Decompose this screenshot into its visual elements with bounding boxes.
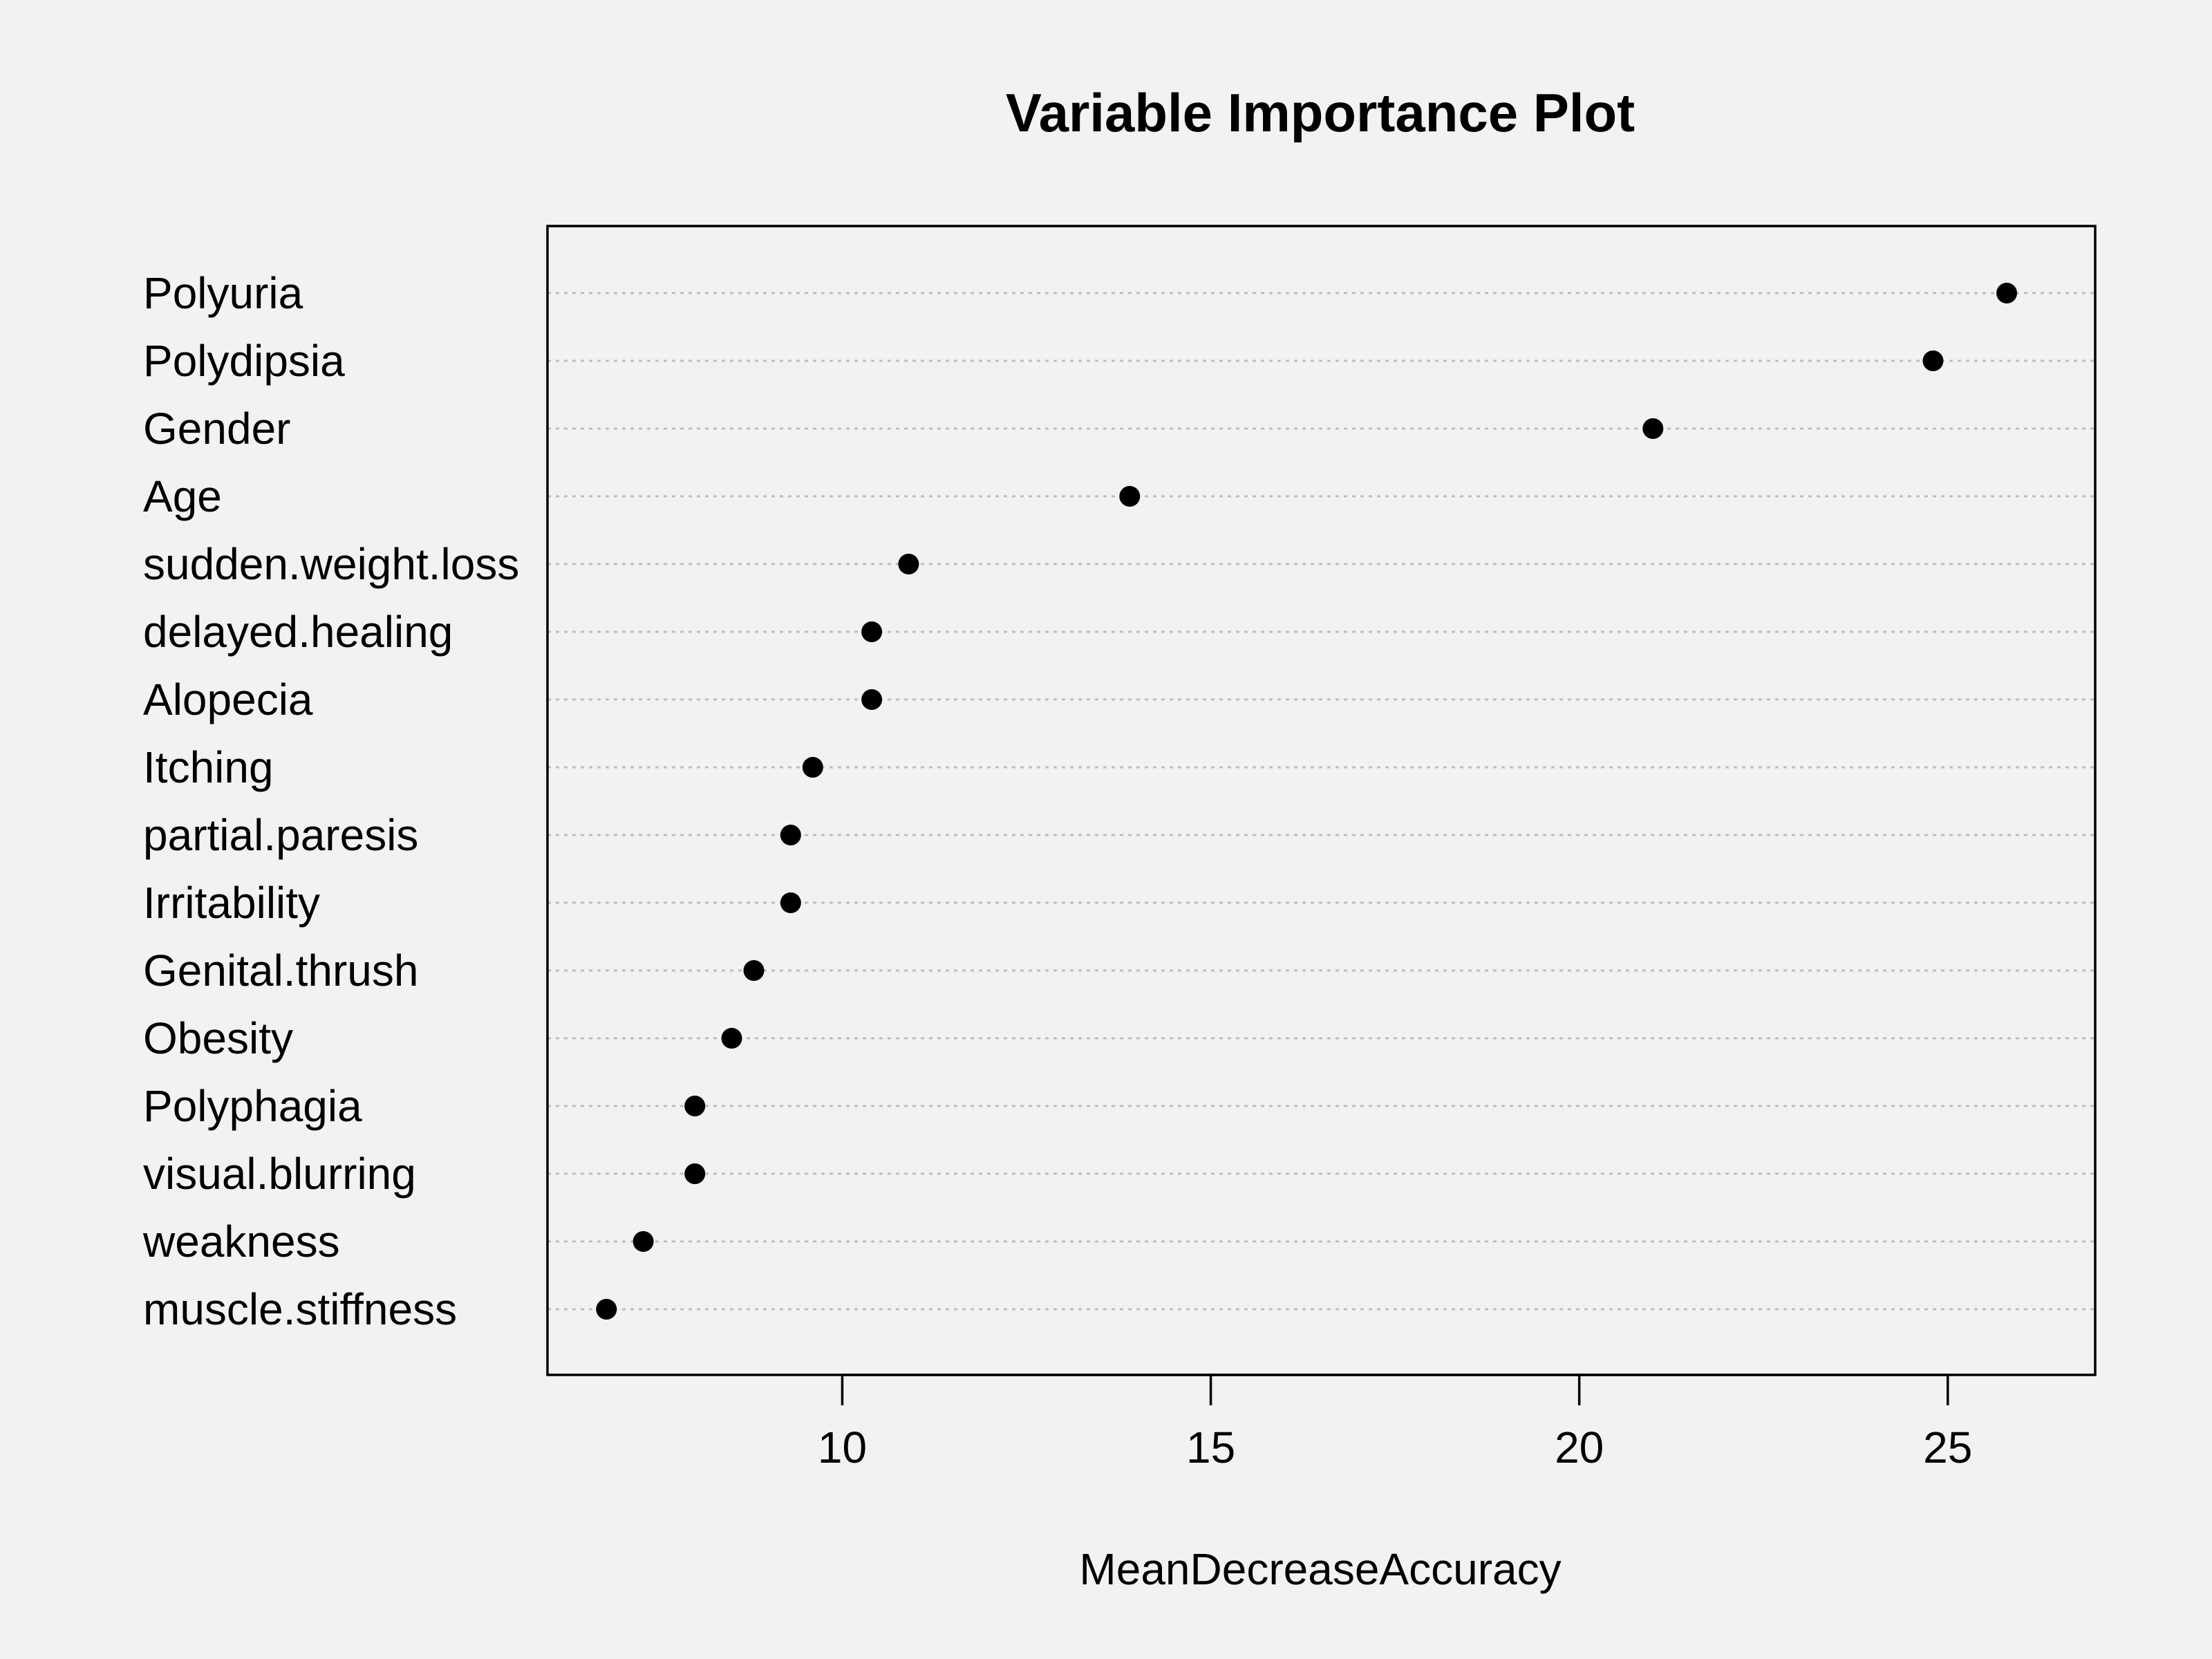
category-label: Obesity	[143, 1013, 293, 1063]
data-point	[721, 1028, 742, 1049]
data-point	[861, 621, 883, 642]
category-label: Polydipsia	[143, 336, 345, 386]
data-point	[1642, 418, 1664, 439]
data-point	[802, 757, 823, 778]
category-label: Alopecia	[143, 675, 313, 724]
data-point	[861, 689, 883, 710]
category-label: Age	[143, 471, 222, 521]
chart-title: Variable Importance Plot	[1006, 82, 1635, 143]
category-label: Irritability	[143, 878, 320, 928]
category-label: partial.paresis	[143, 810, 418, 860]
category-label: Polyuria	[143, 268, 303, 318]
category-label: Itching	[143, 742, 274, 792]
data-point	[780, 892, 801, 913]
data-points	[596, 283, 2018, 1320]
x-axis: 10 15 20 25	[818, 1374, 1972, 1472]
x-tick-label: 25	[1923, 1423, 1972, 1472]
category-label: visual.blurring	[143, 1149, 416, 1199]
category-label: Polyphagia	[143, 1081, 362, 1131]
category-labels: Polyuria Polydipsia Gender Age sudden.weight…	[142, 268, 519, 1334]
x-tick-label: 15	[1186, 1423, 1235, 1472]
x-tick-label: 10	[818, 1423, 867, 1472]
category-label: muscle.stiffness	[143, 1284, 457, 1334]
data-point	[684, 1163, 706, 1184]
category-label: sudden.weight.loss	[143, 539, 519, 589]
data-point	[780, 825, 801, 845]
x-axis-label: MeanDecreaseAccuracy	[1079, 1544, 1561, 1594]
data-point	[898, 554, 919, 574]
x-tick-label: 20	[1555, 1423, 1604, 1472]
data-point	[1996, 283, 2018, 303]
category-label: weakness	[142, 1217, 340, 1266]
category-label: Gender	[143, 404, 290, 453]
data-point	[632, 1231, 654, 1252]
category-label: Genital.thrush	[143, 946, 418, 995]
grid-lines	[547, 292, 2095, 1311]
data-point	[684, 1096, 706, 1116]
data-point	[596, 1299, 617, 1320]
data-point	[1922, 350, 1944, 371]
data-point	[743, 960, 765, 981]
category-label: delayed.healing	[143, 607, 453, 657]
data-point	[1119, 486, 1141, 507]
